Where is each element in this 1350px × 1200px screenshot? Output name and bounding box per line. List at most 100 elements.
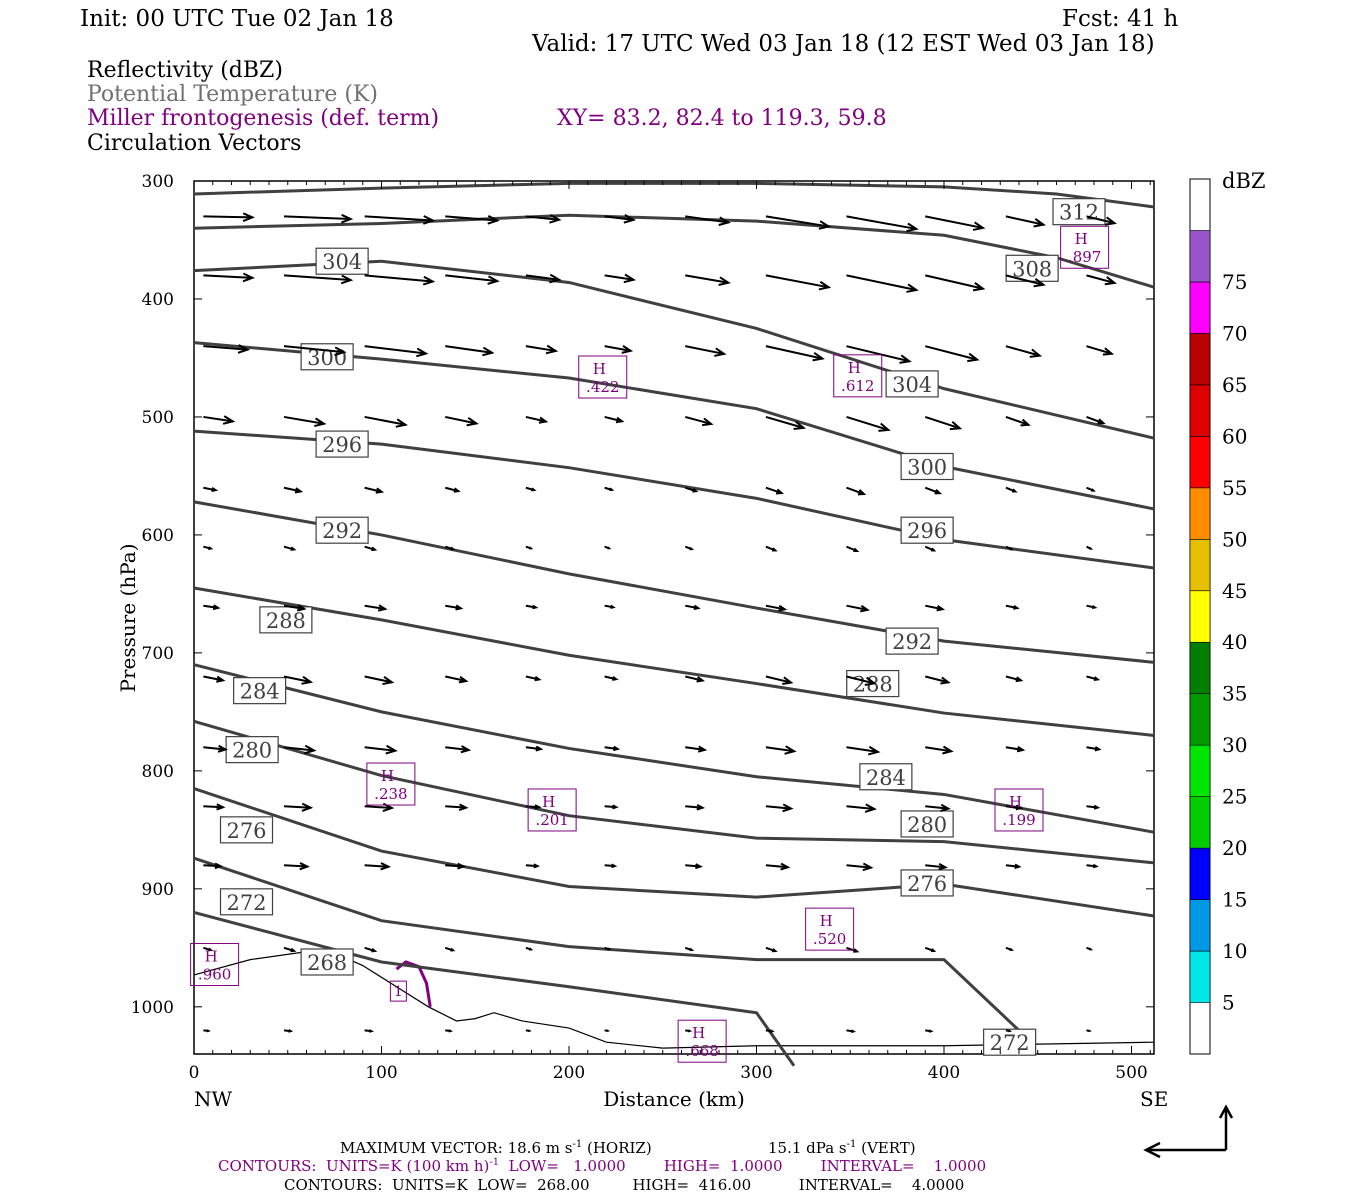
theta-contour-label: 288 <box>266 609 306 633</box>
vector-arrowhead <box>458 676 469 684</box>
vector-arrow <box>364 486 382 493</box>
vector-arrowhead <box>1104 276 1117 286</box>
vector-arrowhead <box>1014 863 1022 869</box>
theta-contour-label: 312 <box>1059 201 1099 225</box>
vector-arrow <box>924 486 941 495</box>
theta-contour <box>193 663 1155 834</box>
vector-arrow <box>1005 215 1044 226</box>
vector-arrowhead <box>612 745 621 752</box>
vector-arrowhead <box>782 676 794 685</box>
colorbar-level-label: 45 <box>1222 579 1247 603</box>
field-frontogenesis: Miller frontogenesis (def. term) <box>87 106 439 131</box>
y-tick-label: 500 <box>142 408 174 428</box>
vector-arrow <box>364 805 392 809</box>
theta-contour-label: 272 <box>990 1031 1030 1055</box>
vector-arrowhead <box>528 947 534 951</box>
vector-arrow <box>203 805 224 809</box>
theta-contour-label: 284 <box>866 766 906 790</box>
vector-arrow <box>283 215 351 221</box>
theta-contour-label: 292 <box>892 630 932 654</box>
vector-arrowhead <box>621 345 634 354</box>
colorbar-swatch <box>1189 230 1211 283</box>
vector-arrowhead <box>689 947 695 952</box>
vector-arrow <box>445 345 493 354</box>
vector-arrow <box>765 746 795 753</box>
frontogenesis-max-box <box>578 355 628 399</box>
vector-arrowhead <box>878 422 891 432</box>
vector-arrowhead <box>457 862 466 870</box>
vector-arrow <box>283 864 308 868</box>
vector-arrowhead <box>532 604 539 610</box>
colorbar-level-label: 60 <box>1222 424 1247 448</box>
x-tick-label: 300 <box>740 1063 772 1083</box>
theta-contour <box>193 787 1155 918</box>
vector-arrowhead <box>1091 605 1098 610</box>
frontogenesis-max-box <box>527 788 577 832</box>
vector-arrow <box>925 864 946 869</box>
y-tick-label: 600 <box>142 526 174 546</box>
vector-arrowhead <box>1007 1029 1013 1033</box>
theta-label-box <box>300 343 354 371</box>
theta-contour-label: 272 <box>226 891 266 915</box>
vector-arrowhead <box>482 346 495 357</box>
vector-arrow <box>283 486 301 493</box>
vector-arrow <box>1086 274 1115 284</box>
vector-arrow <box>364 675 393 684</box>
theta-contour <box>193 719 1155 865</box>
colorbar-level-label: 55 <box>1222 476 1247 500</box>
colorbar-swatch <box>1189 487 1211 540</box>
vector-arrow <box>846 864 872 869</box>
colorbar-level-label: 5 <box>1222 991 1235 1015</box>
frontogenesis-max-value: .238 <box>374 785 407 803</box>
vector-arrowhead <box>314 417 327 428</box>
vector-arrowhead <box>340 274 354 285</box>
vector-arrowhead <box>216 675 226 683</box>
colorbar-level-label: 20 <box>1222 836 1247 860</box>
vector-arrowhead <box>549 273 562 284</box>
vector-arrowhead <box>212 604 221 611</box>
forecast-hour: Fcst: 41 h <box>1062 6 1179 32</box>
vector-arrowhead <box>395 418 409 428</box>
theta-contour <box>193 586 1155 737</box>
vector-arrowhead <box>693 604 701 611</box>
vector-arrowhead <box>1011 488 1018 493</box>
vector-arrowhead <box>778 604 788 612</box>
vector-arrowhead <box>1102 347 1115 356</box>
theta-contour-label: 268 <box>307 951 347 975</box>
vector-arrowhead <box>535 745 544 752</box>
vector-arrow <box>445 604 462 610</box>
colorbar-swatch <box>1189 796 1211 849</box>
theta-label-box <box>300 948 354 976</box>
colorbar-level-label: 30 <box>1222 733 1247 757</box>
vector-arrowhead <box>609 487 615 492</box>
colorbar-swatch <box>1189 281 1211 334</box>
x-right-end-label: SE <box>1140 1087 1168 1111</box>
vector-arrow <box>1005 345 1040 357</box>
vector-arrowhead <box>771 948 778 953</box>
vector-arrowhead <box>689 546 695 551</box>
section-endpoints: XY= 83.2, 82.4 to 119.3, 59.8 <box>557 106 887 131</box>
theta-contour-label: 292 <box>322 519 362 543</box>
frontogenesis-max-value: .612 <box>841 377 874 395</box>
frontogenesis-max-value: .960 <box>198 966 231 984</box>
vector-arrowhead <box>299 862 310 871</box>
vector-arrowhead <box>972 221 986 231</box>
vector-arrowhead <box>487 215 500 225</box>
vector-arrowhead <box>460 745 472 754</box>
vector-arrow <box>925 746 952 753</box>
vector-arrowhead <box>487 275 500 285</box>
theta-label-box <box>1052 198 1106 226</box>
vector-arrowhead <box>549 214 562 224</box>
vector-arrow <box>765 486 782 495</box>
reference-vector-icon <box>1143 1104 1234 1159</box>
vector-arrow <box>685 215 729 224</box>
vector-arrowhead <box>1091 488 1096 492</box>
vector-arrowhead <box>771 547 778 552</box>
circulation-vectors <box>203 212 1117 1034</box>
theta-label-box <box>885 627 939 655</box>
theta-label-box <box>315 430 369 458</box>
vector-arrow <box>364 604 386 610</box>
frontogenesis-contour-label: 1 <box>394 984 403 1000</box>
theta-contour-label: 276 <box>907 872 947 896</box>
vector-arrow <box>1005 274 1044 286</box>
